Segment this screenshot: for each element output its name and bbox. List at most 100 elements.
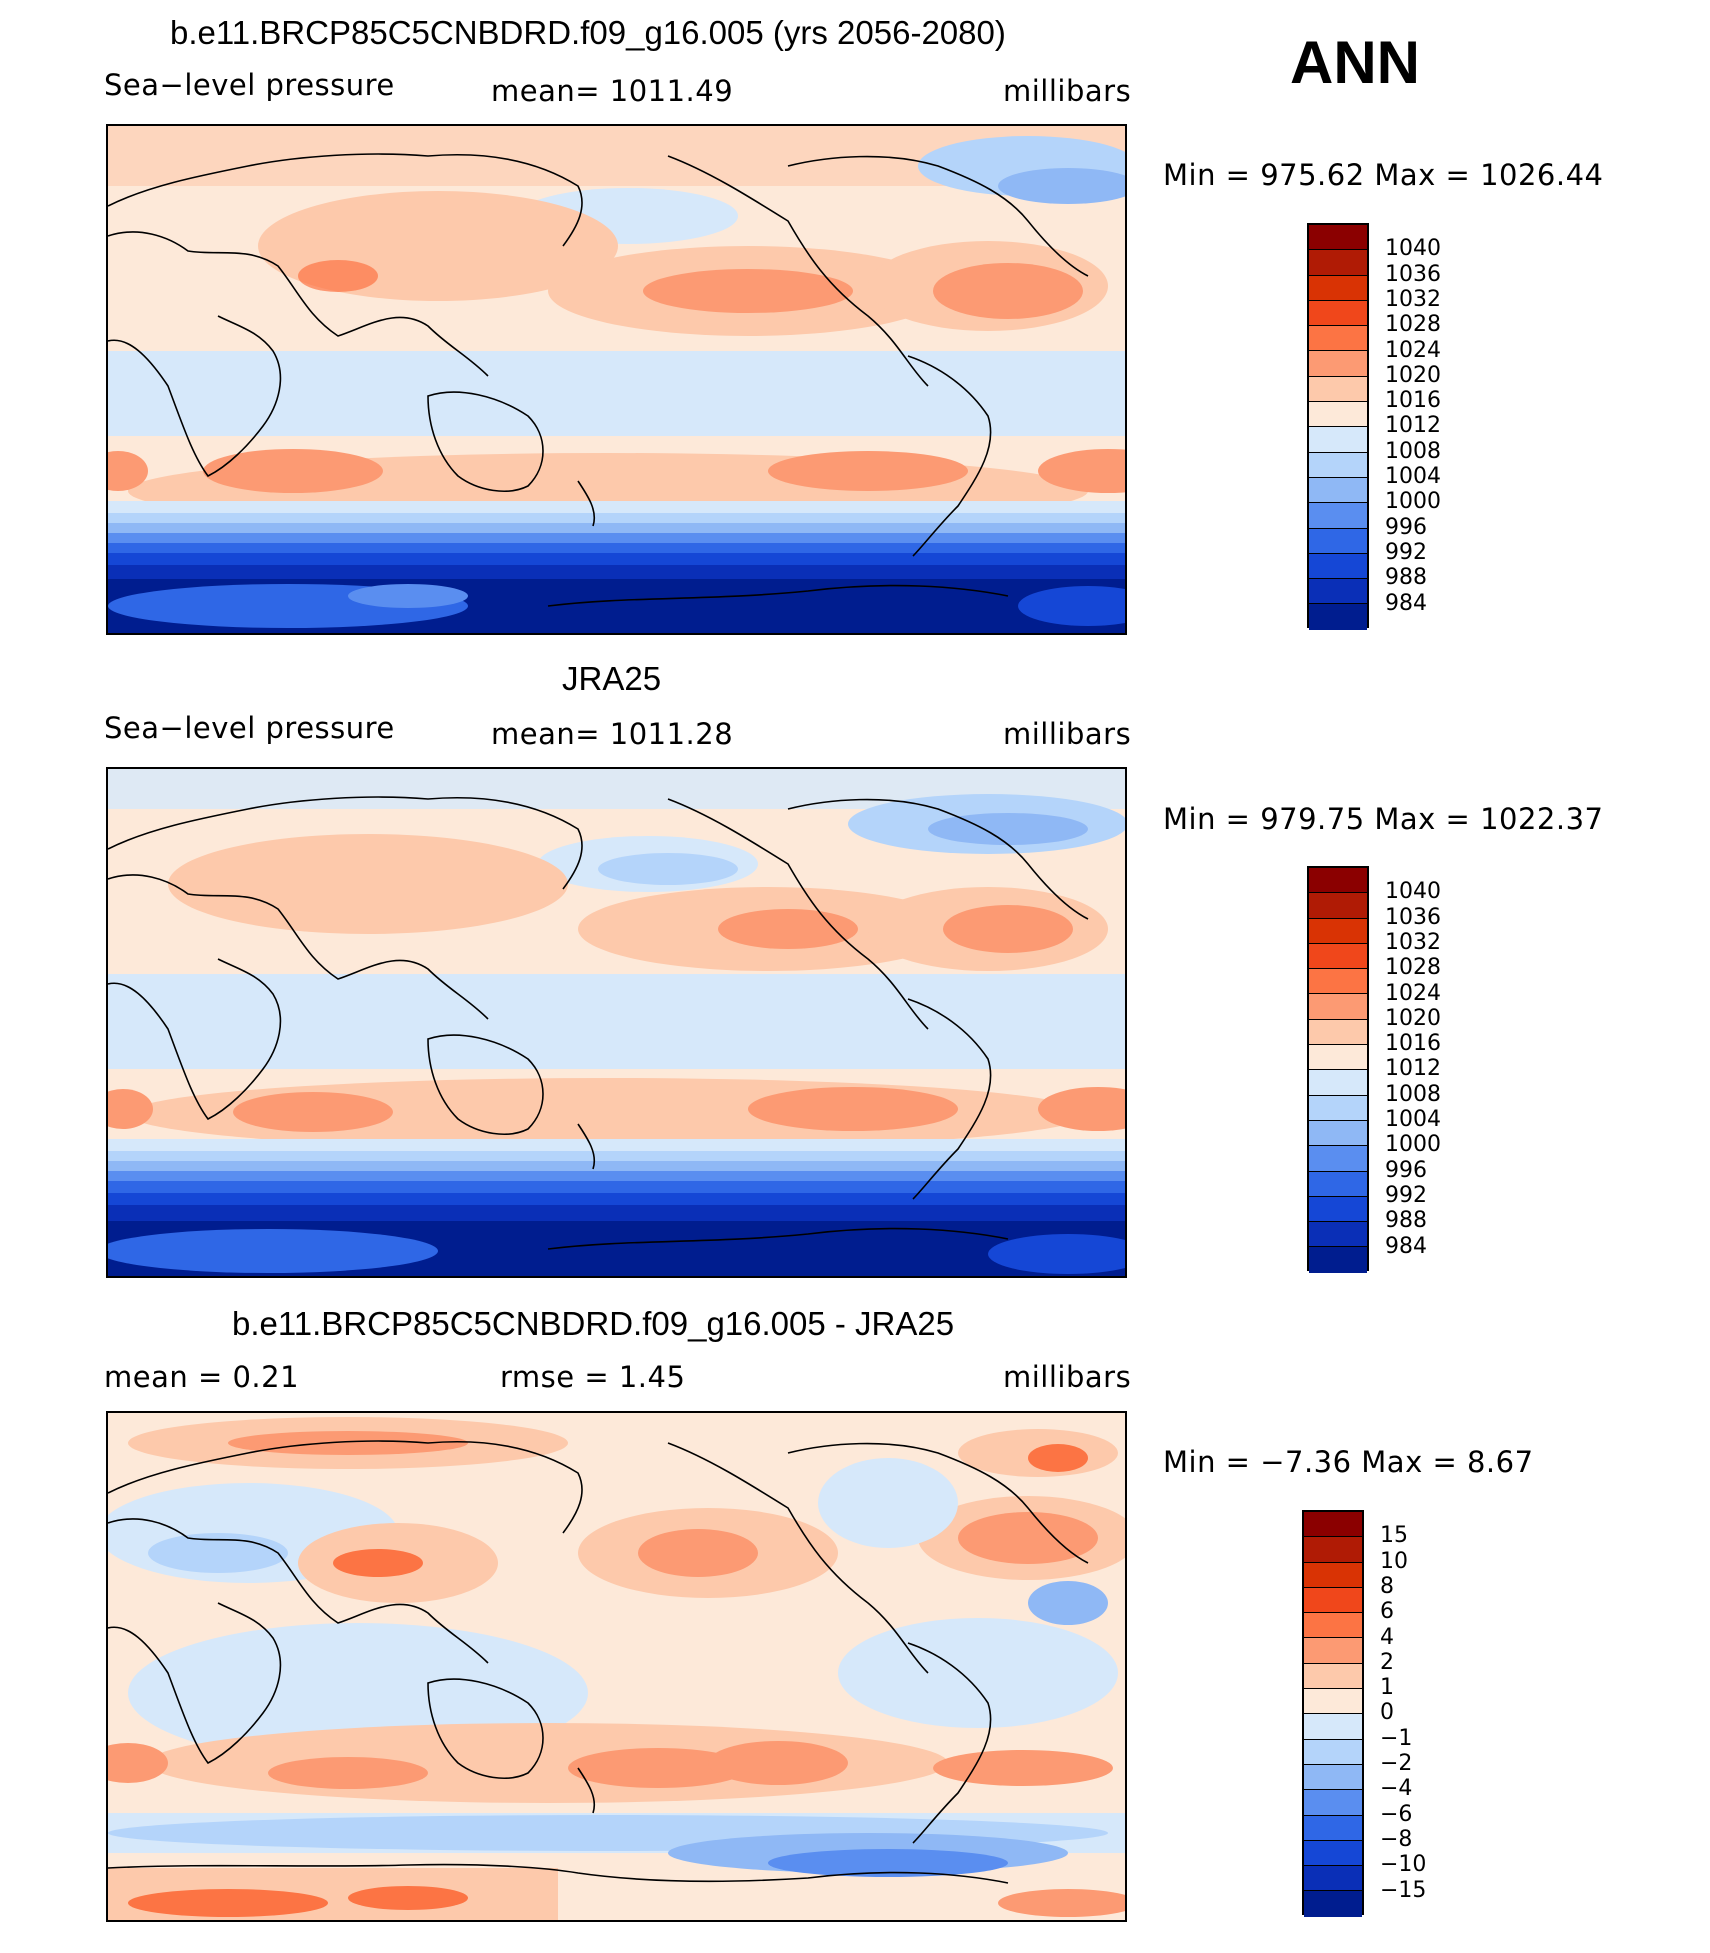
colorbar-swatch: [1309, 300, 1367, 327]
colorbar-swatch: [1309, 275, 1367, 301]
panel2-title: JRA25: [562, 660, 662, 697]
colorbar-tick-label: 1020: [1385, 1005, 1441, 1031]
colorbar-swatch: [1309, 969, 1367, 995]
panel3-colorbar-swatches: [1302, 1510, 1364, 1917]
colorbar-tick-label: −1: [1380, 1725, 1413, 1751]
colorbar-swatch: [1304, 1840, 1362, 1867]
colorbar-tick-label: 1024: [1385, 337, 1441, 363]
panel1-mean-label: mean= 1011.49: [491, 74, 734, 108]
colorbar-swatch: [1309, 1045, 1367, 1071]
panel1-variable-label: Sea−level pressure: [104, 68, 395, 102]
panel1-minmax-label: Min = 975.62 Max = 1026.44: [1163, 158, 1604, 192]
colorbar-tick-label: 1008: [1385, 1081, 1441, 1107]
panel1-units-label: millibars: [1003, 74, 1132, 108]
colorbar-swatch: [1304, 1638, 1362, 1664]
colorbar-tick-label: 0: [1380, 1700, 1394, 1726]
colorbar-swatch: [1309, 868, 1367, 894]
colorbar-swatch: [1309, 225, 1367, 251]
colorbar-swatch: [1309, 553, 1367, 580]
colorbar-tick-label: 1000: [1385, 489, 1441, 515]
colorbar-swatch: [1309, 477, 1367, 504]
panel2-minmax-label: Min = 979.75 Max = 1022.37: [1163, 802, 1604, 836]
panel2-contour-field: [108, 769, 1125, 1276]
season-label: ANN: [1290, 29, 1420, 96]
colorbar-swatch: [1309, 1247, 1367, 1273]
colorbar-tick-label: 992: [1385, 539, 1427, 565]
colorbar-tick-label: 1024: [1385, 980, 1441, 1006]
colorbar-tick-label: 1008: [1385, 438, 1441, 464]
colorbar-tick-label: 1028: [1385, 955, 1441, 981]
colorbar-tick-label: −2: [1380, 1751, 1413, 1776]
colorbar-tick-label: 1012: [1385, 413, 1441, 439]
colorbar-tick-label: 984: [1385, 1233, 1427, 1259]
colorbar-tick-label: 1004: [1385, 464, 1441, 489]
colorbar-tick-label: −10: [1380, 1852, 1427, 1878]
colorbar-tick-label: −8: [1380, 1826, 1413, 1852]
panel2-mean-label: mean= 1011.28: [491, 717, 734, 751]
colorbar-swatch: [1309, 994, 1367, 1020]
colorbar-swatch: [1309, 250, 1367, 276]
colorbar-swatch: [1304, 1891, 1362, 1917]
colorbar-swatch: [1304, 1663, 1362, 1690]
colorbar-swatch: [1309, 376, 1367, 403]
colorbar-tick-label: 1036: [1385, 904, 1441, 930]
colorbar-tick-label: −4: [1380, 1776, 1413, 1802]
colorbar-tick-label: 1032: [1385, 929, 1441, 955]
colorbar-swatch: [1309, 1120, 1367, 1147]
colorbar-tick-label: 992: [1385, 1182, 1427, 1208]
colorbar-tick-label: 1016: [1385, 388, 1441, 414]
colorbar-tick-label: 1012: [1385, 1056, 1441, 1082]
colorbar-tick-label: 1: [1380, 1675, 1394, 1701]
colorbar-tick-label: 988: [1385, 1208, 1427, 1234]
colorbar-tick-label: 1036: [1385, 261, 1441, 287]
colorbar-swatch: [1309, 943, 1367, 970]
panel2-map: [106, 767, 1127, 1278]
panel2-colorbar-swatches: [1307, 866, 1369, 1273]
colorbar-tick-label: 1028: [1385, 312, 1441, 338]
colorbar-tick-label: 1020: [1385, 362, 1441, 388]
colorbar-tick-label: 1000: [1385, 1132, 1441, 1158]
colorbar-swatch: [1309, 1070, 1367, 1096]
colorbar-tick-label: 1040: [1385, 236, 1441, 262]
colorbar-swatch: [1309, 893, 1367, 919]
colorbar-tick-label: 996: [1385, 1157, 1427, 1183]
colorbar-tick-label: 996: [1385, 514, 1427, 540]
colorbar-swatch: [1309, 1095, 1367, 1121]
panel1-map: [106, 124, 1127, 635]
panel1-title: b.e11.BRCP85C5CNBDRD.f09_g16.005 (yrs 20…: [170, 14, 1006, 51]
colorbar-swatch: [1304, 1714, 1362, 1740]
colorbar-tick-label: 15: [1380, 1523, 1408, 1549]
colorbar-swatch: [1304, 1613, 1362, 1639]
colorbar-tick-label: 8: [1380, 1573, 1394, 1599]
colorbar-tick-label: 1016: [1385, 1031, 1441, 1057]
colorbar-swatch: [1304, 1689, 1362, 1715]
colorbar-tick-label: −6: [1380, 1801, 1413, 1827]
colorbar-swatch: [1309, 326, 1367, 352]
colorbar-swatch: [1309, 1019, 1367, 1046]
colorbar-tick-label: 988: [1385, 565, 1427, 591]
colorbar-tick-label: 1004: [1385, 1107, 1441, 1132]
colorbar-tick-label: 1032: [1385, 286, 1441, 312]
colorbar-tick-label: 10: [1380, 1548, 1408, 1574]
panel3-mean-label: mean = 0.21: [104, 1360, 300, 1394]
colorbar-swatch: [1309, 402, 1367, 428]
panel3-rmse-label: rmse = 1.45: [500, 1360, 686, 1394]
panel3-contour-field: [108, 1413, 1125, 1920]
colorbar-swatch: [1309, 1146, 1367, 1172]
colorbar-swatch: [1304, 1815, 1362, 1841]
colorbar-swatch: [1304, 1866, 1362, 1892]
panel1-colorbar-swatches: [1307, 223, 1369, 630]
colorbar-swatch: [1309, 452, 1367, 478]
colorbar-swatch: [1304, 1790, 1362, 1816]
colorbar-swatch: [1309, 1171, 1367, 1197]
panel3-map: [106, 1411, 1127, 1922]
colorbar-swatch: [1309, 579, 1367, 605]
colorbar-swatch: [1304, 1587, 1362, 1614]
colorbar-swatch: [1304, 1537, 1362, 1563]
colorbar-tick-label: 6: [1380, 1599, 1394, 1625]
colorbar-tick-label: −15: [1380, 1877, 1427, 1903]
colorbar-swatch: [1304, 1512, 1362, 1538]
colorbar-tick-label: 4: [1380, 1624, 1394, 1650]
panel3-units-label: millibars: [1003, 1360, 1132, 1394]
colorbar-swatch: [1309, 918, 1367, 944]
